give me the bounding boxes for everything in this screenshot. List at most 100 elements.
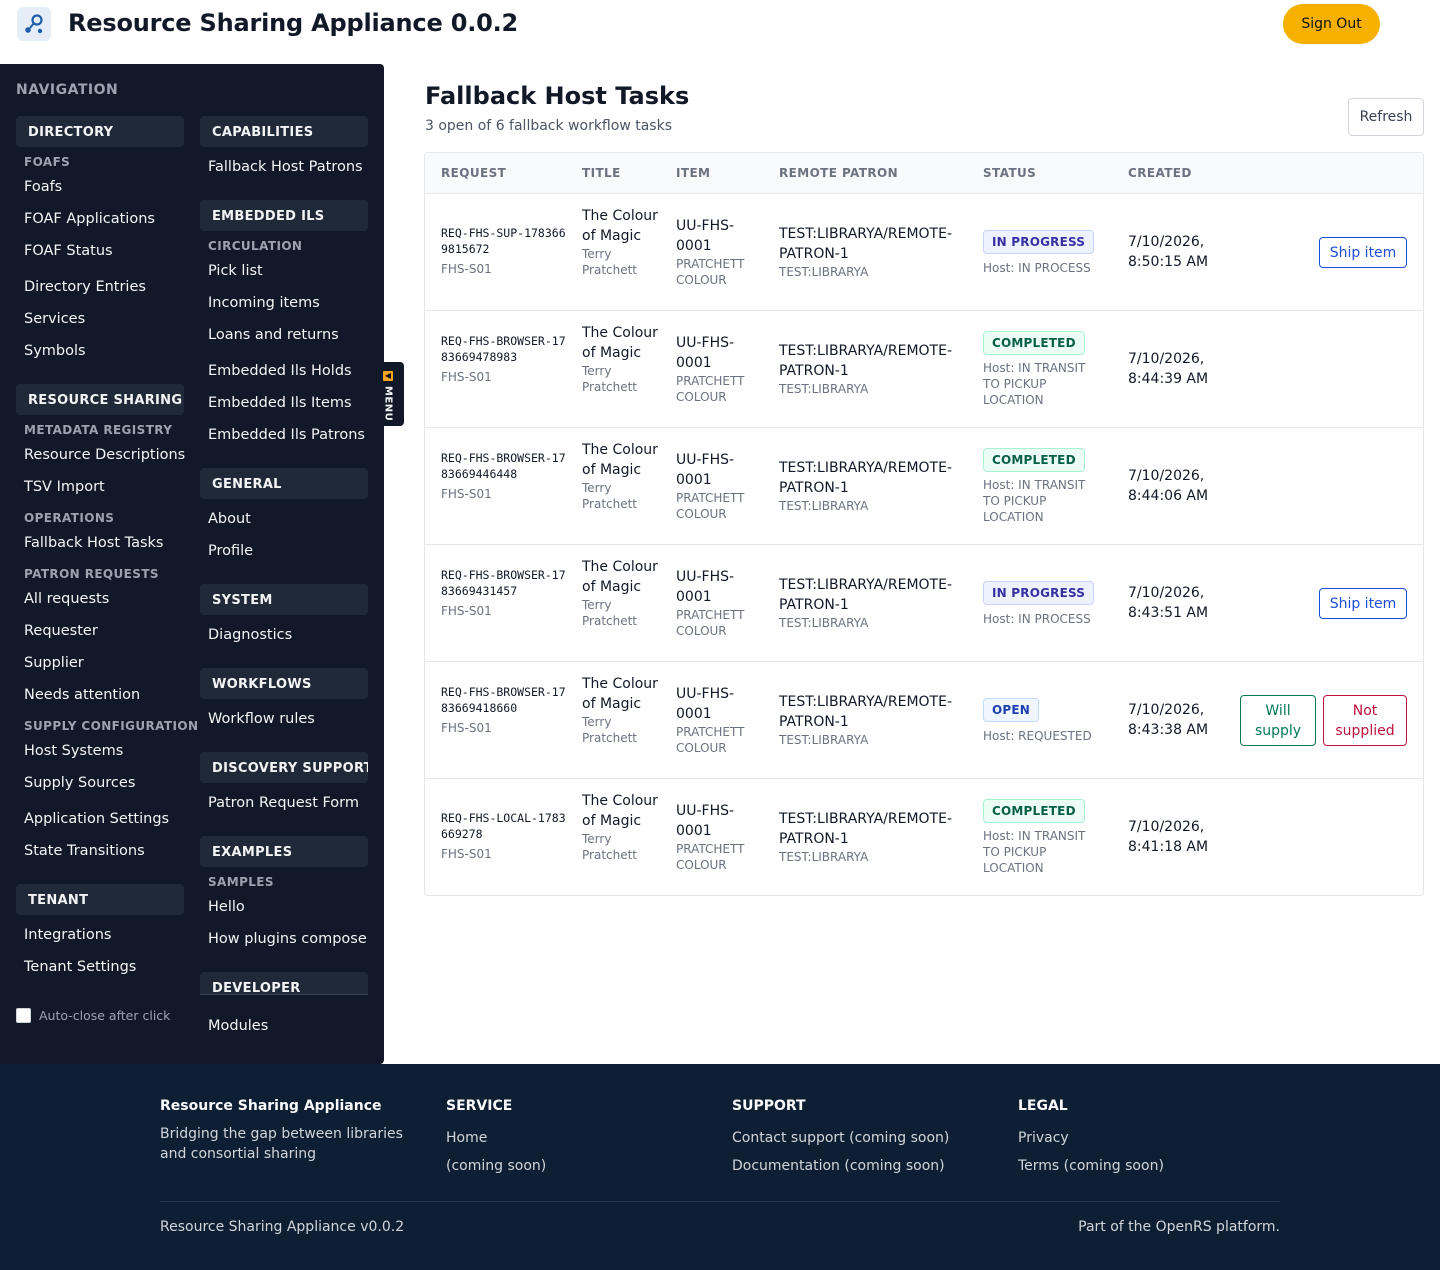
sidebar-item-profile[interactable]: Profile [208,543,254,559]
sidebar-section-directory[interactable]: DIRECTORY [16,116,184,147]
not-supplied-button[interactable]: Not supplied [1323,695,1407,746]
menu-toggle-tab[interactable]: ◀ MENU [372,362,404,426]
sidebar-item-about[interactable]: About [208,511,251,527]
sidebar-item-requester[interactable]: Requester [24,623,98,639]
sidebar-item-state-transitions[interactable]: State Transitions [24,843,145,859]
sidebar-title: NAVIGATION [16,82,119,98]
sidebar-item-integrations[interactable]: Integrations [24,927,112,943]
request-id: REQ-FHS-SUP-1783669815672 [441,226,566,256]
sidebar-subhead-metadata-registry: METADATA REGISTRY [24,423,173,437]
status-sub: Host: IN TRANSIT TO PICKUP LOCATION [983,478,1086,524]
sidebar-item-services[interactable]: Services [24,311,86,327]
sidebar-item-resource-descriptions[interactable]: Resource Descriptions [24,447,186,463]
sidebar-item-tenant-settings[interactable]: Tenant Settings [24,959,137,975]
footer-link-contact-support[interactable]: Contact support (coming soon) [732,1130,950,1146]
created-date: 7/10/2026, 8:50:15 AM [1128,234,1209,270]
title-name: The Colour of Magic [582,676,658,712]
auto-close-checkbox[interactable] [16,1008,31,1023]
sidebar-item-pick-list[interactable]: Pick list [208,263,263,279]
ship-item-button[interactable]: Ship item [1319,237,1407,268]
sidebar-item-hello[interactable]: Hello [208,899,245,915]
sidebar-section-embedded-ils[interactable]: EMBEDDED ILS [200,200,368,231]
title-author: Terry Pratchett [582,247,638,277]
sidebar-item-supplier[interactable]: Supplier [24,655,84,671]
sidebar-item-needs-attention[interactable]: Needs attention [24,687,141,703]
sidebar-item-foaf-status[interactable]: FOAF Status [24,243,113,259]
table-row: REQ-FHS-BROWSER-1783669478983 FHS-S01 Th… [425,311,1423,428]
footer-link-coming-soon[interactable]: (coming soon) [446,1158,547,1174]
sidebar-item-host-systems[interactable]: Host Systems [24,743,124,759]
column-header-item[interactable]: ITEM [676,166,711,180]
remote-patron-sub: TEST:LIBRARYA [779,382,869,396]
sidebar-section-system[interactable]: SYSTEM [200,584,368,615]
column-header-request[interactable]: REQUEST [441,166,507,180]
table-row: REQ-FHS-LOCAL-1783669278 FHS-S01 The Col… [425,779,1423,895]
footer-link-home[interactable]: Home [446,1130,488,1146]
remote-patron-sub: TEST:LIBRARYA [779,616,869,630]
sidebar-section-tenant[interactable]: TENANT [16,884,184,915]
column-header-title[interactable]: TITLE [582,166,621,180]
table-row: REQ-FHS-BROWSER-1783669431457 FHS-S01 Th… [425,545,1423,662]
sidebar-item-supply-sources[interactable]: Supply Sources [24,775,136,791]
column-header-created[interactable]: CREATED [1128,166,1192,180]
menu-tab-label: MENU [382,386,394,422]
sidebar-section-discovery-support[interactable]: DISCOVERY SUPPORT [200,752,368,783]
sidebar-item-diagnostics[interactable]: Diagnostics [208,627,293,643]
sidebar-item-foaf-applications[interactable]: FOAF Applications [24,211,155,227]
sidebar-section-workflows[interactable]: WORKFLOWS [200,668,368,699]
footer-link-documentation[interactable]: Documentation (coming soon) [732,1158,945,1174]
status-badge: IN PROGRESS [983,581,1095,605]
created-date: 7/10/2026, 8:41:18 AM [1128,819,1209,855]
sidebar-item-fallback-host-tasks[interactable]: Fallback Host Tasks [24,535,164,551]
footer-link-terms[interactable]: Terms (coming soon) [1018,1158,1164,1174]
item-sub: PRATCHETT COLOUR [676,725,745,755]
sidebar-subhead-supply-configuration: SUPPLY CONFIGURATION [24,719,199,733]
sidebar-section-resource-sharing[interactable]: RESOURCE SHARING [16,384,184,415]
remote-patron: TEST:LIBRARYA/REMOTE-PATRON-1 [779,811,952,847]
sidebar-section-examples[interactable]: EXAMPLES [200,836,368,867]
sidebar-item-tsv-import[interactable]: TSV Import [24,479,105,495]
item-sub: PRATCHETT COLOUR [676,842,745,872]
sidebar-item-symbols[interactable]: Symbols [24,343,86,359]
sidebar-section-general[interactable]: GENERAL [200,468,368,499]
footer-link-privacy[interactable]: Privacy [1018,1130,1069,1146]
status-sub: Host: IN PROCESS [983,612,1091,626]
will-supply-button[interactable]: Will supply [1240,695,1316,746]
sidebar-item-all-requests[interactable]: All requests [24,591,110,607]
sidebar-section-developer[interactable]: DEVELOPER [200,972,368,994]
share-nodes-icon[interactable] [17,7,51,41]
sidebar-item-patron-request-form[interactable]: Patron Request Form [208,795,360,811]
sidebar-item-modules[interactable]: Modules [208,1018,269,1034]
request-id: REQ-FHS-BROWSER-1783669446448 [441,451,566,481]
sidebar-item-foafs[interactable]: Foafs [24,179,63,195]
sign-out-button[interactable]: Sign Out [1283,4,1380,44]
sidebar-item-incoming-items[interactable]: Incoming items [208,295,320,311]
column-header-remote-patron[interactable]: REMOTE PATRON [779,166,899,180]
request-sub: FHS-S01 [441,487,492,501]
sidebar-item-loans-and-returns[interactable]: Loans and returns [208,327,339,343]
status-sub: Host: REQUESTED [983,729,1092,743]
footer-service-heading: SERVICE [446,1098,513,1114]
sidebar-section-capabilities[interactable]: CAPABILITIES [200,116,368,147]
ship-item-button[interactable]: Ship item [1319,588,1407,619]
sidebar-subhead-patron-requests: PATRON REQUESTS [24,567,159,581]
refresh-button[interactable]: Refresh [1348,98,1424,136]
item-sub: PRATCHETT COLOUR [676,374,745,404]
request-sub: FHS-S01 [441,604,492,618]
sidebar-item-how-plugins-compose[interactable]: How plugins compose [208,931,367,947]
sidebar-item-directory-entries[interactable]: Directory Entries [24,279,146,295]
status-badge: OPEN [983,698,1040,722]
sidebar-item-application-settings[interactable]: Application Settings [24,811,170,827]
request-sub: FHS-S01 [441,847,492,861]
sidebar-item-workflow-rules[interactable]: Workflow rules [208,711,315,727]
status-badge: COMPLETED [983,331,1085,355]
sidebar: NAVIGATION DIRECTORY FOAFS Foafs FOAF Ap… [0,64,384,1064]
sidebar-item-embedded-ils-holds[interactable]: Embedded Ils Holds [208,363,352,379]
sidebar-item-embedded-ils-items[interactable]: Embedded Ils Items [208,395,352,411]
status-sub: Host: IN TRANSIT TO PICKUP LOCATION [983,361,1086,407]
table-row: REQ-FHS-SUP-1783669815672 FHS-S01 The Co… [425,194,1423,311]
column-header-status[interactable]: STATUS [983,166,1037,180]
auto-close-toggle[interactable]: Auto-close after click [16,1008,170,1023]
sidebar-item-embedded-ils-patrons[interactable]: Embedded Ils Patrons [208,427,365,443]
sidebar-item-fallback-host-patrons[interactable]: Fallback Host Patrons [208,159,363,175]
